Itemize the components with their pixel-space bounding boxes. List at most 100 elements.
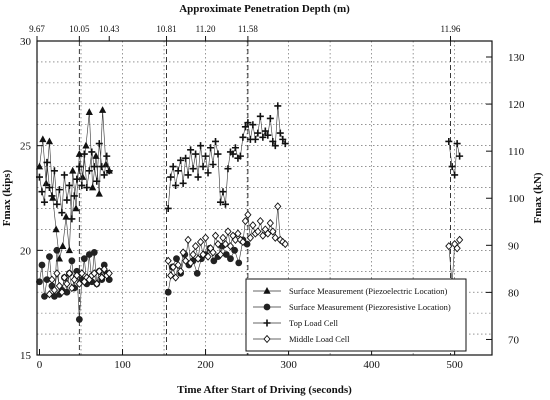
point-diamond	[174, 260, 182, 270]
point-triangle	[39, 135, 47, 143]
point-circle	[63, 288, 71, 296]
point-plus	[45, 184, 53, 192]
point-diamond	[214, 239, 222, 249]
point-diamond	[75, 279, 83, 288]
series-plus	[35, 102, 464, 223]
point-diamond	[45, 290, 54, 299]
x-tick-label: 200	[197, 359, 214, 371]
point-diamond	[199, 250, 207, 259]
y2-tick-label: 130	[508, 52, 525, 64]
point-circle	[80, 255, 88, 263]
point-circle	[68, 257, 76, 265]
point-triangle	[69, 166, 77, 174]
point-plus	[269, 137, 277, 145]
legend-label: Middle Load Cell	[289, 334, 350, 344]
point-diamond	[90, 269, 98, 278]
point-diamond	[184, 235, 192, 244]
legend-marker-plus	[263, 319, 271, 327]
point-plus	[202, 152, 210, 160]
point-plus	[48, 192, 56, 200]
point-diamond	[164, 256, 172, 265]
point-plus	[274, 102, 282, 110]
point-diamond	[93, 279, 101, 288]
point-plus	[231, 144, 239, 152]
y2-tick-label: 80	[508, 287, 520, 299]
point-diamond	[95, 267, 103, 276]
point-diamond	[231, 235, 240, 244]
y-tick-label: 20	[20, 245, 32, 257]
point-diamond	[456, 235, 464, 244]
point-plus	[216, 198, 224, 206]
point-plus	[204, 169, 212, 177]
x-axis-title: Time After Start of Driving (seconds)	[177, 384, 352, 396]
point-circle	[227, 255, 234, 263]
x-tick-label: 0	[37, 359, 43, 371]
point-plus	[221, 200, 229, 208]
point-circle	[193, 269, 201, 277]
point-diamond	[177, 267, 185, 276]
y2-tick-label: 70	[508, 334, 520, 346]
point-circle	[210, 257, 218, 265]
top-tick-label: 11.58	[238, 24, 258, 34]
point-diamond	[201, 233, 210, 242]
point-plus	[184, 171, 192, 179]
point-plus	[271, 142, 279, 150]
point-plus	[445, 137, 453, 145]
series-line-triangle	[39, 110, 110, 259]
legend: Surface Measurement (Piezoelectric Locat…	[245, 278, 467, 352]
y2-tick-label: 100	[508, 193, 525, 205]
point-plus	[199, 163, 207, 171]
point-diamond	[58, 288, 66, 297]
point-plus	[38, 188, 46, 196]
point-plus	[189, 165, 197, 173]
point-plus	[78, 181, 86, 189]
point-diamond	[209, 248, 217, 257]
y-tick-label: 25	[20, 141, 32, 153]
point-triangle	[85, 108, 93, 115]
point-plus	[236, 152, 244, 160]
point-plus	[53, 200, 61, 208]
point-plus	[187, 146, 195, 154]
point-diamond	[244, 210, 252, 219]
y2-tick-label: 120	[508, 99, 525, 111]
point-plus	[60, 171, 68, 179]
point-diamond	[53, 269, 61, 278]
point-diamond	[234, 229, 242, 238]
legend-label: Surface Measurement (Piezoresistive Loca…	[289, 302, 451, 312]
point-plus	[73, 175, 81, 183]
point-diamond	[281, 239, 289, 249]
point-plus	[169, 163, 177, 171]
point-diamond	[65, 269, 73, 278]
top-tick-label: 10.43	[99, 24, 120, 34]
point-plus	[212, 137, 220, 145]
y2-tick-label: 90	[508, 240, 520, 252]
point-plus	[194, 173, 202, 181]
point-plus	[85, 167, 93, 175]
y2-tick-label: 110	[508, 146, 525, 158]
point-diamond	[105, 269, 113, 278]
point-diamond	[221, 239, 230, 249]
point-plus	[105, 167, 113, 175]
y-tick-label: 15	[20, 350, 32, 362]
point-plus	[281, 140, 289, 148]
point-plus	[264, 131, 272, 139]
point-plus	[177, 156, 185, 164]
point-plus	[43, 158, 51, 166]
point-circle	[235, 259, 243, 267]
point-plus	[456, 152, 464, 160]
point-triangle	[62, 212, 70, 220]
point-circle	[73, 267, 81, 275]
point-plus	[209, 161, 217, 169]
point-plus	[244, 119, 252, 127]
point-diamond	[269, 227, 277, 236]
point-circle	[43, 276, 51, 284]
point-circle	[38, 261, 46, 269]
point-circle	[222, 251, 230, 258]
point-plus	[451, 171, 459, 179]
point-diamond	[224, 227, 232, 236]
point-plus	[266, 114, 274, 122]
point-plus	[75, 163, 83, 171]
point-triangle	[82, 141, 90, 149]
point-diamond	[194, 254, 202, 263]
